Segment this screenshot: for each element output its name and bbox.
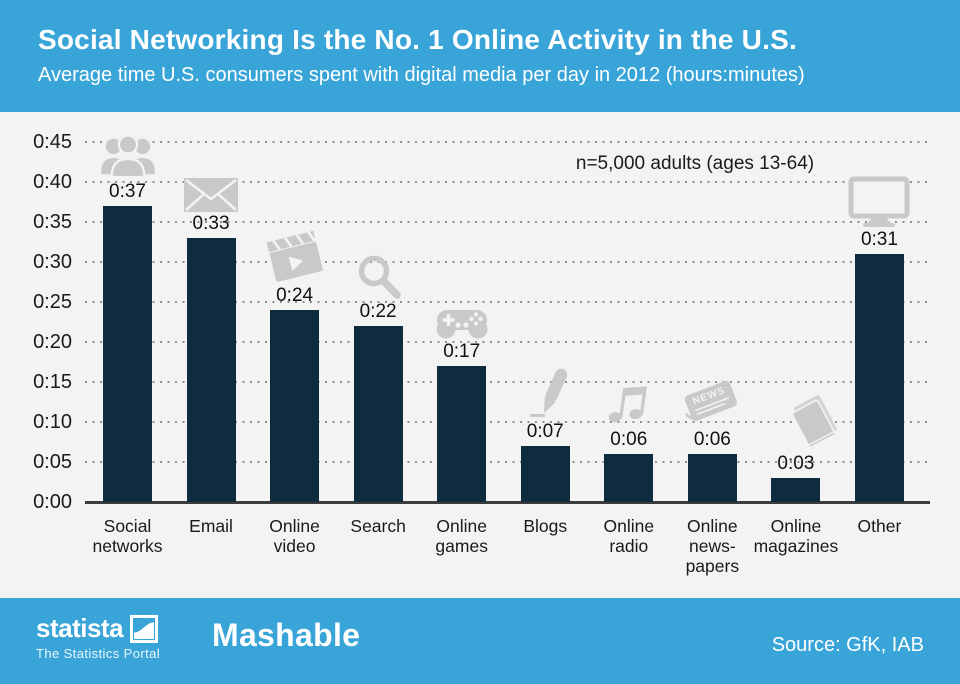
y-tick-label: 0:15 bbox=[33, 371, 72, 393]
sample-size-note: n=5,000 adults (ages 13-64) bbox=[575, 153, 815, 174]
bar-chart: 0:00 0:05 0:10 0:15 0:20 0:25 0:30 0:35 0:40 0:45… bbox=[33, 131, 930, 576]
bar-online-news-papers bbox=[687, 454, 737, 502]
statista-wordmark: statista bbox=[36, 613, 124, 643]
statista-logo: statista The Statistics Portal bbox=[36, 614, 160, 661]
gridline-0:15 bbox=[85, 381, 930, 383]
category-label-online-video: Online video bbox=[269, 516, 320, 556]
value-label-search: 0:22 bbox=[359, 301, 397, 322]
category-label-online-games: Online games bbox=[435, 516, 488, 556]
bar-online-video bbox=[270, 310, 320, 502]
mashable-logo: Mashable bbox=[212, 617, 361, 653]
bar-blogs bbox=[520, 446, 570, 502]
footer-banner: statista The Statistics Portal Mashable … bbox=[0, 598, 960, 684]
bar-other bbox=[854, 254, 904, 502]
magnifier-icon bbox=[343, 254, 413, 300]
bar-social-networks bbox=[103, 206, 152, 502]
value-label-email: 0:33 bbox=[192, 213, 230, 234]
music-note-icon bbox=[594, 382, 664, 428]
magazines-icon bbox=[781, 394, 851, 452]
gridline-0:05 bbox=[85, 461, 930, 463]
statista-tagline: The Statistics Portal bbox=[36, 646, 160, 661]
newspaper-icon: NEWS bbox=[677, 374, 747, 428]
bar-online-radio bbox=[604, 454, 654, 502]
gamepad-icon bbox=[427, 306, 497, 340]
statista-square-icon bbox=[130, 615, 159, 643]
gridline-0:10 bbox=[85, 421, 930, 423]
pen-icon bbox=[518, 366, 588, 420]
gridline-0:30 bbox=[85, 261, 930, 263]
envelope-icon bbox=[176, 178, 246, 212]
y-tick-label: 0:05 bbox=[33, 451, 72, 473]
category-label-online-news-papers: Online news-papers bbox=[685, 516, 740, 576]
value-label-online-video: 0:24 bbox=[276, 285, 314, 306]
x-axis-line bbox=[85, 501, 930, 504]
y-tick-label: 0:25 bbox=[33, 291, 72, 313]
gridline-0:35 bbox=[85, 221, 930, 223]
value-label-blogs: 0:07 bbox=[526, 421, 564, 442]
source-text: Source: GfK, IAB bbox=[771, 634, 924, 656]
people-group-icon bbox=[93, 134, 163, 180]
y-tick-label: 0:20 bbox=[33, 331, 72, 353]
category-label-online-magazines: Online magazines bbox=[753, 516, 839, 556]
y-tick-label: 0:10 bbox=[33, 411, 72, 433]
value-label-online-magazines: 0:03 bbox=[777, 453, 815, 474]
value-label-online-news-papers: 0:06 bbox=[693, 429, 731, 450]
y-tick-label: 0:40 bbox=[33, 171, 72, 193]
bar-email bbox=[186, 238, 236, 502]
category-label-email: Email bbox=[189, 516, 233, 536]
header-banner: Social Networking Is the No. 1 Online Ac… bbox=[0, 0, 960, 112]
value-label-online-games: 0:17 bbox=[443, 341, 481, 362]
value-label-social-networks: 0:37 bbox=[109, 181, 146, 202]
monitor-icon bbox=[844, 176, 914, 228]
value-label-other: 0:31 bbox=[860, 229, 898, 250]
category-label-search: Search bbox=[350, 516, 406, 536]
gridline-0:40 bbox=[85, 181, 930, 183]
gridline-0:20 bbox=[85, 341, 930, 343]
category-label-social-networks: Social networks bbox=[92, 516, 163, 556]
y-tick-label: 0:30 bbox=[33, 251, 72, 273]
chart-title: Social Networking Is the No. 1 Online Ac… bbox=[38, 24, 797, 55]
y-tick-label: 0:00 bbox=[33, 491, 72, 513]
value-label-online-radio: 0:06 bbox=[610, 429, 648, 450]
y-tick-label: 0:45 bbox=[33, 131, 72, 153]
y-tick-label: 0:35 bbox=[33, 211, 72, 233]
category-label-other: Other bbox=[857, 516, 902, 536]
gridline-0:45 bbox=[85, 141, 930, 143]
bar-online-magazines bbox=[771, 478, 821, 502]
chart-panel: 0:00 0:05 0:10 0:15 0:20 0:25 0:30 0:35 0:40 0:45… bbox=[0, 112, 960, 598]
category-label-online-radio: Online radio bbox=[603, 516, 655, 556]
chart-subtitle: Average time U.S. consumers spent with d… bbox=[38, 64, 805, 86]
category-label-blogs: Blogs bbox=[523, 516, 568, 536]
bar-search bbox=[353, 326, 403, 502]
clapperboard-icon bbox=[260, 230, 330, 284]
bar-online-games bbox=[437, 366, 487, 502]
gridline-0:25 bbox=[85, 301, 930, 303]
